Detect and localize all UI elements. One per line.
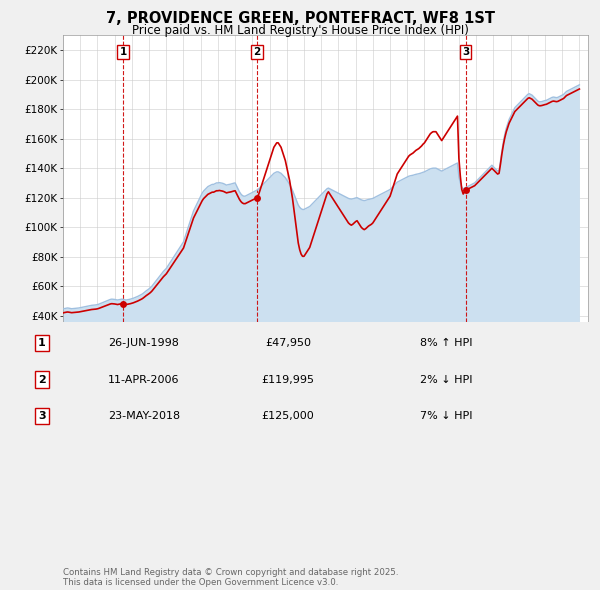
- Text: 2% ↓ HPI: 2% ↓ HPI: [420, 375, 473, 385]
- Text: 26-JUN-1998: 26-JUN-1998: [108, 338, 179, 348]
- Text: 7, PROVIDENCE GREEN, PONTEFRACT, WF8 1ST (semi-detached house): 7, PROVIDENCE GREEN, PONTEFRACT, WF8 1ST…: [115, 391, 487, 401]
- Text: Price paid vs. HM Land Registry's House Price Index (HPI): Price paid vs. HM Land Registry's House …: [131, 24, 469, 37]
- Text: 8% ↑ HPI: 8% ↑ HPI: [420, 338, 473, 348]
- Text: £47,950: £47,950: [265, 338, 311, 348]
- Text: 1: 1: [119, 47, 127, 57]
- Text: £125,000: £125,000: [262, 411, 314, 421]
- Text: 2: 2: [254, 47, 261, 57]
- Text: 7% ↓ HPI: 7% ↓ HPI: [420, 411, 473, 421]
- Text: Contains HM Land Registry data © Crown copyright and database right 2025.
This d: Contains HM Land Registry data © Crown c…: [63, 568, 398, 587]
- Text: 2: 2: [38, 375, 46, 385]
- Text: £119,995: £119,995: [262, 375, 314, 385]
- Text: 3: 3: [462, 47, 469, 57]
- Text: 11-APR-2006: 11-APR-2006: [108, 375, 179, 385]
- Text: 3: 3: [38, 411, 46, 421]
- Text: 23-MAY-2018: 23-MAY-2018: [108, 411, 180, 421]
- Text: 7, PROVIDENCE GREEN, PONTEFRACT, WF8 1ST: 7, PROVIDENCE GREEN, PONTEFRACT, WF8 1ST: [106, 11, 494, 25]
- Text: HPI: Average price, semi-detached house, Wakefield: HPI: Average price, semi-detached house,…: [115, 414, 388, 424]
- Text: 1: 1: [38, 338, 46, 348]
